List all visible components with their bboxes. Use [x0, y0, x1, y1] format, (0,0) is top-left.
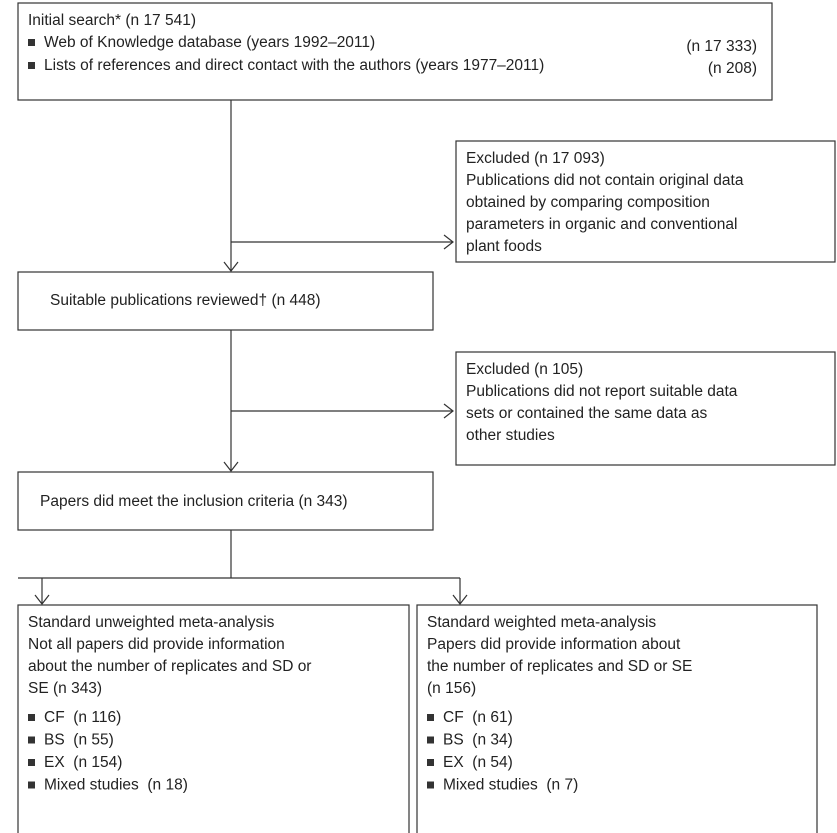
source-count: (n 17 333) — [686, 38, 757, 55]
analysis-line: the number of replicates and SD or SE — [427, 658, 692, 675]
bullet — [28, 62, 35, 69]
group-label: EX (n 154) — [44, 754, 122, 771]
reason-lines: Publications did not contain original da… — [466, 172, 744, 255]
box — [455, 351, 836, 466]
bullet — [427, 759, 434, 766]
analysis-line: about the number of replicates and SD or — [28, 658, 311, 675]
initial-search-box: Initial search* (n 17 541) Web of Knowle… — [17, 2, 773, 101]
source-label: Lists of references and direct contact w… — [44, 57, 544, 74]
bullet — [427, 714, 434, 721]
bullet — [28, 736, 35, 744]
bullet — [28, 781, 35, 789]
bullet — [28, 759, 35, 766]
analysis-line: Standard unweighted meta-analysis — [28, 614, 275, 631]
analysis-box: Standard weighted meta-analysis Papers di… — [416, 604, 818, 833]
arrowhead — [452, 594, 468, 605]
box-title: Initial search* (n 17 541) — [28, 12, 196, 29]
group-label: BS (n 34) — [443, 732, 513, 749]
arrowhead — [223, 261, 239, 272]
analysis-content: Standard weighted meta-analysis Papers di… — [427, 614, 692, 794]
bullet — [427, 781, 434, 789]
box-label: Papers did meet the inclusion criteria (… — [40, 493, 348, 510]
analysis-line: SE (n 343) — [28, 680, 102, 697]
arrowhead — [223, 461, 239, 472]
analysis-line: (n 156) — [427, 680, 476, 697]
box — [17, 2, 773, 101]
source-label: Web of Knowledge database (years 1992–20… — [44, 34, 375, 51]
group-label: Mixed studies (n 18) — [44, 777, 188, 794]
group-label: EX (n 54) — [443, 754, 513, 771]
reviewed-box: Suitable publications reviewed† (n 448) — [17, 271, 434, 331]
arrowhead — [34, 594, 50, 605]
reason-line: obtained by comparing composition — [466, 194, 710, 211]
group-label: CF (n 61) — [443, 709, 513, 726]
arrowhead — [443, 403, 454, 419]
analysis-box: Standard unweighted meta-analysis Not all… — [17, 604, 410, 833]
analysis-line: Not all papers did provide information — [28, 636, 285, 653]
group-label: Mixed studies (n 7) — [443, 777, 578, 794]
reason-lines: Publications did not report suitable dat… — [466, 383, 738, 444]
reason-line: plant foods — [466, 238, 542, 255]
box — [17, 271, 434, 331]
analysis-line: Standard weighted meta-analysis — [427, 614, 656, 631]
bullet — [427, 736, 434, 744]
box-label: Suitable publications reviewed† (n 448) — [50, 292, 321, 309]
excluded-box: Excluded (n 17 093) Publications did not… — [455, 140, 836, 263]
box — [17, 604, 410, 833]
box — [455, 140, 836, 263]
bullet — [28, 714, 35, 721]
box-title: Excluded (n 17 093) — [466, 150, 605, 167]
reason-line: parameters in organic and conventional — [466, 216, 737, 233]
box-title: Excluded (n 105) — [466, 361, 583, 378]
reason-line: Publications did not contain original da… — [466, 172, 744, 189]
group-label: CF (n 116) — [44, 709, 121, 726]
analysis-line: Papers did provide information about — [427, 636, 681, 653]
connectors — [18, 100, 468, 605]
reason-line: Publications did not report suitable dat… — [466, 383, 738, 400]
box — [416, 604, 818, 833]
excluded-box: Excluded (n 105) Publications did not re… — [455, 351, 836, 466]
included-box: Papers did meet the inclusion criteria (… — [17, 471, 434, 531]
reason-line: other studies — [466, 427, 555, 444]
bullet — [28, 39, 35, 46]
arrowhead — [443, 234, 454, 250]
analysis-content: Standard unweighted meta-analysis Not all… — [28, 614, 311, 794]
source-count: (n 208) — [708, 60, 757, 77]
box — [17, 471, 434, 531]
group-label: BS (n 55) — [44, 732, 114, 749]
reason-line: sets or contained the same data as — [466, 405, 708, 422]
